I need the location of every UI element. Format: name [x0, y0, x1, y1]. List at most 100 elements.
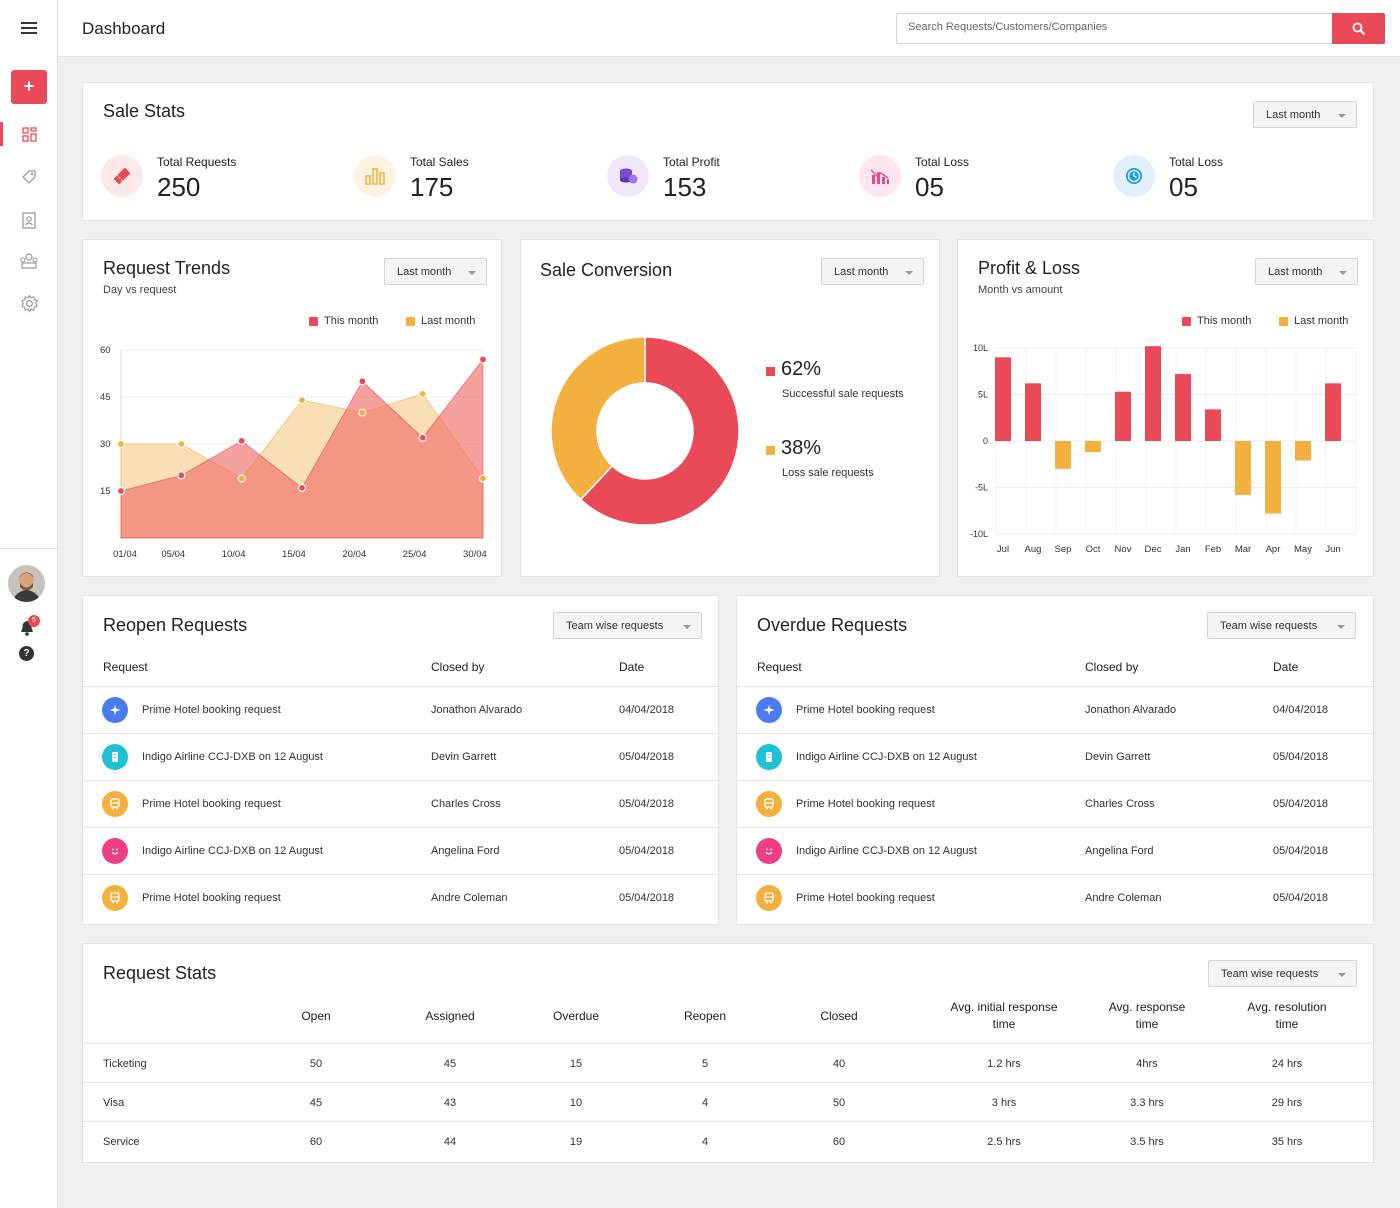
request-trends-subtitle: Day vs request	[103, 284, 177, 296]
x-tick-label: 30/04	[463, 549, 487, 560]
data-point	[116, 439, 126, 449]
data-point	[478, 474, 488, 483]
column-header-closed-by: Closed by	[1085, 660, 1139, 674]
request-name[interactable]: Prime Hotel booking request	[142, 704, 281, 716]
avatar[interactable]	[8, 565, 45, 602]
sale-conversion-filter-dropdown[interactable]: Last month	[821, 258, 924, 285]
request-name[interactable]: Prime Hotel booking request	[796, 798, 935, 810]
table-row[interactable]: Prime Hotel booking request Andre Coleman…	[83, 874, 718, 921]
closed-by: Charles Cross	[431, 798, 501, 810]
stats-row: Visa 45 43 10 4 50 3 hrs 3.3 hrs 29 hrs	[83, 1082, 1373, 1122]
request-trends-chart: 15 30 45 60 01/04 05/04 10/04 15/04 20/04 25/04 30…	[100, 345, 488, 560]
stats-row: Service 60 44 19 4 60 2.5 hrs 3.5 hrs 35 hrs	[83, 1121, 1373, 1161]
help-icon[interactable]: ?	[19, 646, 34, 661]
hamburger-menu-icon[interactable]	[21, 22, 37, 35]
search-input[interactable]	[908, 21, 1328, 33]
success-label: Successful sale requests	[782, 388, 904, 400]
table-row[interactable]: Indigo Airline CCJ-DXB on 12 August Angel…	[83, 827, 718, 874]
data-point	[297, 483, 307, 492]
stat-label: Total Loss	[915, 155, 970, 169]
column-header-request: Request	[757, 660, 802, 674]
sidebar-item-tags[interactable]	[0, 157, 58, 197]
table-row[interactable]: Prime Hotel booking request Charles Cross…	[83, 780, 718, 827]
table-row[interactable]: Indigo Airline CCJ-DXB on 12 August Angel…	[737, 827, 1373, 874]
dropdown-label: Team wise requests	[1220, 620, 1318, 632]
data-point	[418, 433, 427, 442]
reopen-filter-dropdown[interactable]: Team wise requests	[553, 612, 702, 639]
dropdown-label: Team wise requests	[566, 620, 664, 632]
closed-by: Andre Coleman	[1085, 892, 1162, 904]
sidebar-item-settings[interactable]	[0, 283, 58, 323]
bus-icon	[102, 885, 128, 911]
request-name[interactable]: Indigo Airline CCJ-DXB on 12 August	[796, 751, 977, 763]
sidebar-footer: 5 ?	[0, 548, 58, 661]
data-point	[418, 389, 427, 398]
stats-cell: 29 hrs	[1271, 1097, 1303, 1109]
chevron-down-icon	[905, 271, 913, 275]
stats-cell: 43	[443, 1097, 457, 1109]
table-row[interactable]: Indigo Airline CCJ-DXB on 12 August Devin…	[737, 733, 1373, 780]
sidebar-item-team[interactable]	[0, 241, 58, 281]
table-row[interactable]: Prime Hotel booking request Andre Coleman…	[737, 874, 1373, 921]
building-icon	[756, 744, 782, 770]
chevron-down-icon	[683, 625, 691, 629]
bar-feb	[1205, 409, 1221, 441]
request-name[interactable]: Indigo Airline CCJ-DXB on 12 August	[142, 751, 323, 763]
request-date: 05/04/2018	[619, 845, 675, 857]
add-button[interactable]: +	[11, 70, 47, 104]
table-row[interactable]: Prime Hotel booking request Jonathon Alva…	[737, 686, 1373, 733]
request-date: 05/04/2018	[619, 751, 675, 763]
contact-book-icon	[22, 211, 36, 229]
stat-value: 250	[157, 172, 201, 202]
clock-icon	[1113, 155, 1155, 197]
request-stats-filter-dropdown[interactable]: Team wise requests	[1208, 960, 1357, 987]
profit-loss-card: Profit & Loss Month vs amount Last month…	[957, 239, 1374, 577]
bar-mar	[1235, 441, 1251, 495]
x-tick-label: Nov	[1115, 544, 1132, 555]
notification-badge: 5	[28, 615, 40, 627]
loss-chart-icon	[859, 155, 901, 197]
column-header-closed-by: Closed by	[431, 660, 485, 674]
request-name[interactable]: Prime Hotel booking request	[796, 704, 935, 716]
page-title: Dashboard	[82, 19, 166, 38]
table-row[interactable]: Indigo Airline CCJ-DXB on 12 August Devin…	[83, 733, 718, 780]
column-header-request: Request	[103, 660, 148, 674]
stats-cell: 35 hrs	[1271, 1136, 1303, 1148]
profit-loss-filter-dropdown[interactable]: Last month	[1255, 258, 1358, 285]
request-name[interactable]: Prime Hotel booking request	[796, 892, 935, 904]
stats-cell: 3.5 hrs	[1130, 1136, 1164, 1148]
table-row[interactable]: Prime Hotel booking request Charles Cross…	[737, 780, 1373, 827]
stats-cell: 19	[569, 1136, 583, 1148]
sidebar-item-dashboard[interactable]	[0, 114, 58, 154]
overdue-filter-dropdown[interactable]: Team wise requests	[1207, 612, 1356, 639]
x-tick-label: 10/04	[222, 549, 246, 560]
building-icon	[102, 744, 128, 770]
stats-cell: 3.3 hrs	[1130, 1097, 1164, 1109]
search-button[interactable]	[1332, 13, 1385, 44]
bar-jul	[995, 357, 1011, 441]
sale-stats-filter-dropdown[interactable]: Last month	[1253, 101, 1357, 128]
request-name[interactable]: Indigo Airline CCJ-DXB on 12 August	[796, 845, 977, 857]
x-tick-label: 01/04	[113, 549, 137, 560]
request-name[interactable]: Prime Hotel booking request	[142, 892, 281, 904]
stat-label: Total Requests	[157, 155, 237, 169]
row-label: Service	[103, 1136, 140, 1148]
table-row[interactable]: Prime Hotel booking request Jonathon Alva…	[83, 686, 718, 733]
sidebar-item-contacts[interactable]	[0, 200, 58, 240]
sale-conversion-card: Sale Conversion Last month 62% Successfu…	[520, 239, 940, 577]
request-name[interactable]: Indigo Airline CCJ-DXB on 12 August	[142, 845, 323, 857]
stat-value: 175	[410, 172, 454, 202]
stats-cell: 24 hrs	[1271, 1058, 1303, 1070]
chevron-down-icon	[468, 271, 476, 275]
stats-cell: 10	[569, 1097, 583, 1109]
request-name[interactable]: Prime Hotel booking request	[142, 798, 281, 810]
stat-value: 153	[663, 172, 707, 202]
column-header: Reopen	[683, 1009, 727, 1023]
y-tick-label: 0	[983, 436, 988, 446]
loss-label: Loss sale requests	[782, 467, 874, 479]
request-trends-title: Request Trends	[103, 258, 231, 278]
y-tick-label: 30	[100, 439, 111, 450]
request-trends-filter-dropdown[interactable]: Last month	[384, 258, 487, 285]
x-tick-label: Jan	[1175, 544, 1190, 555]
series-area-this-month	[120, 357, 484, 539]
